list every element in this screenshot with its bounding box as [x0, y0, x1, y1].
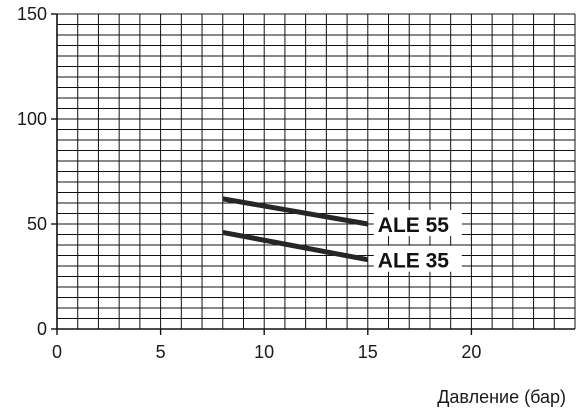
y-tick-label: 150 [17, 4, 47, 24]
series-label-background [373, 245, 462, 272]
series-label: ALE 55 [378, 214, 450, 237]
x-tick-label: 0 [52, 342, 62, 362]
x-tick-labels: 0 5 10 15 20 [52, 342, 481, 362]
y-tick-label: 50 [27, 214, 47, 234]
x-axis-label: Давление (бар) [437, 387, 566, 407]
series-line [222, 229, 369, 263]
x-tick-label: 15 [358, 342, 378, 362]
x-tick-label: 5 [156, 342, 166, 362]
series-label-background [373, 210, 462, 236]
series-lines [222, 196, 369, 263]
series-line [222, 196, 369, 227]
y-tick-labels: 0 50 100 150 [17, 4, 47, 339]
series-label: ALE 35 [378, 250, 450, 273]
y-tick-label: 0 [37, 319, 47, 339]
axes [51, 13, 575, 335]
y-tick-label: 100 [17, 109, 47, 129]
x-tick-label: 20 [461, 342, 481, 362]
x-tick-label: 10 [254, 342, 274, 362]
series-labels: ALE 55 ALE 35 [373, 210, 462, 273]
grid-lines [56, 13, 576, 330]
